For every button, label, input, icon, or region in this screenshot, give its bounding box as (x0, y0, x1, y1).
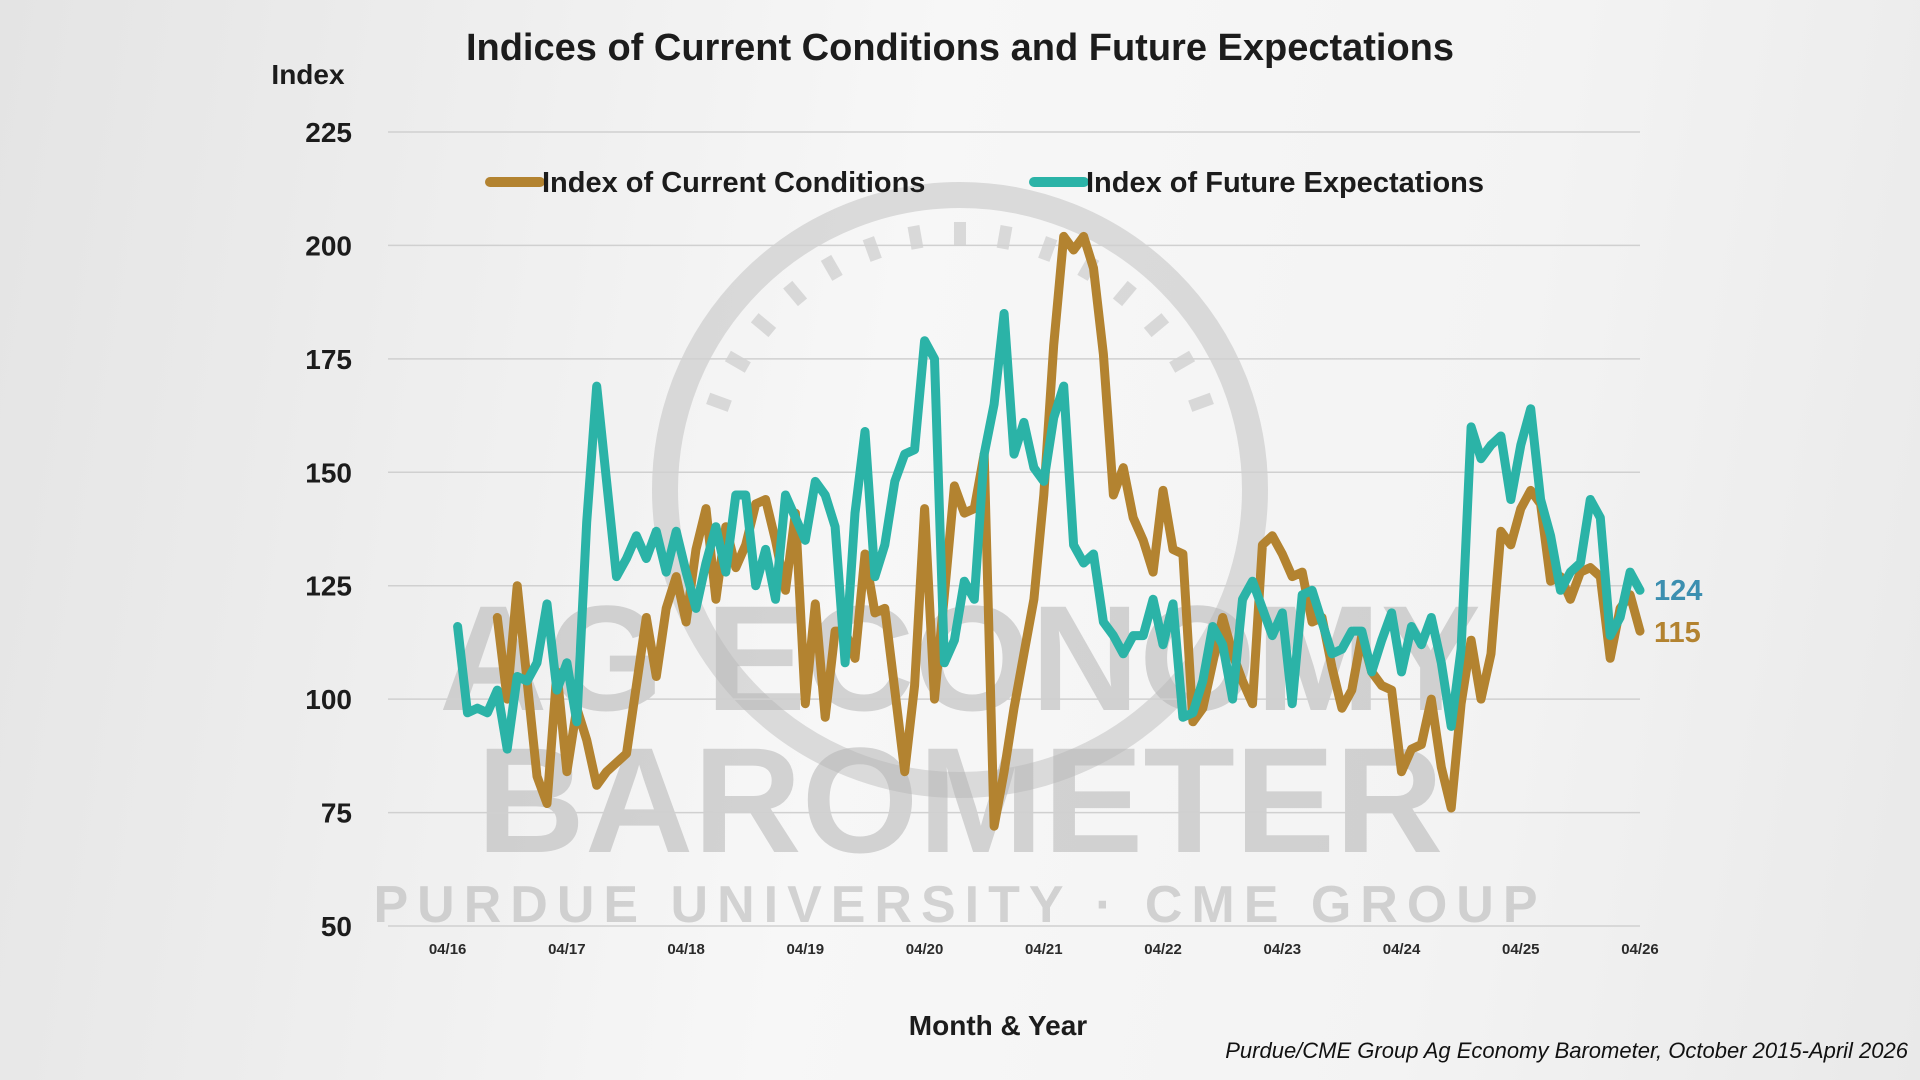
x-tick-label: 04/23 (1264, 941, 1302, 958)
x-tick-label: 04/17 (548, 941, 586, 958)
watermark-gauge-tick (750, 313, 777, 338)
y-axis-ticks: 50 75 100 125 150 175 200 225 (305, 117, 352, 942)
watermark-line3: PURDUE UNIVERSITY · CME GROUP (373, 876, 1546, 934)
watermark-gauge-tick (783, 280, 808, 307)
source-note: Purdue/CME Group Ag Economy Barometer, O… (1225, 1038, 1909, 1063)
y-tick-label: 225 (305, 117, 352, 148)
series-line-index-of-future-expectations (453, 309, 1645, 754)
y-tick-label: 150 (305, 457, 352, 488)
y-tick-label: 50 (321, 911, 352, 942)
x-axis-title: Month & Year (909, 1010, 1088, 1041)
end-value-label: 124 (1654, 575, 1702, 607)
x-tick-label: 04/20 (906, 941, 944, 958)
x-tick-label: 04/21 (1025, 941, 1063, 958)
watermark-gauge-tick (1112, 280, 1137, 307)
x-tick-label: 04/16 (429, 941, 467, 958)
y-axis-title: Index (271, 59, 345, 90)
x-tick-label: 04/19 (787, 941, 825, 958)
x-tick-label: 04/18 (667, 941, 705, 958)
watermark-gauge-tick (1038, 236, 1058, 262)
y-tick-label: 100 (305, 684, 352, 715)
y-tick-label: 200 (305, 230, 352, 261)
watermark-gauge-ticks (706, 222, 1214, 412)
x-tick-label: 04/25 (1502, 941, 1540, 958)
end-value-label: 115 (1654, 617, 1701, 649)
y-tick-label: 175 (305, 344, 352, 375)
legend: Index of Current Conditions Index of Futu… (485, 167, 1484, 199)
y-tick-label: 125 (305, 571, 352, 602)
watermark-gauge-tick (706, 392, 732, 412)
y-tick-label: 75 (321, 798, 352, 829)
watermark-gauge-ring (652, 182, 1268, 798)
x-axis-ticks: 04/16 04/17 04/18 04/19 04/20 04/21 04/22 04/23… (429, 941, 1659, 958)
watermark-line2: BAROMETER (477, 716, 1444, 884)
watermark-gauge-tick (820, 254, 843, 281)
legend-label: Index of Future Expectations (1086, 167, 1484, 199)
watermark-gauge-tick (1188, 392, 1214, 412)
series-lines (453, 231, 1645, 831)
x-tick-label: 04/22 (1144, 941, 1182, 958)
watermark: AG ECONOMY BAROMETER PURDUE UNIVERSITY ·… (373, 182, 1546, 934)
series-line-index-of-current-conditions (492, 231, 1645, 831)
chart-title: Indices of Current Conditions and Future… (466, 27, 1454, 69)
legend-label: Index of Current Conditions (542, 167, 925, 199)
watermark-gauge-tick (1169, 350, 1196, 373)
x-tick-label: 04/26 (1621, 941, 1659, 958)
watermark-gauge-tick (724, 350, 751, 373)
watermark-gauge-tick (862, 236, 882, 262)
watermark-gauge-tick (1143, 313, 1170, 338)
x-tick-label: 04/24 (1383, 941, 1421, 958)
